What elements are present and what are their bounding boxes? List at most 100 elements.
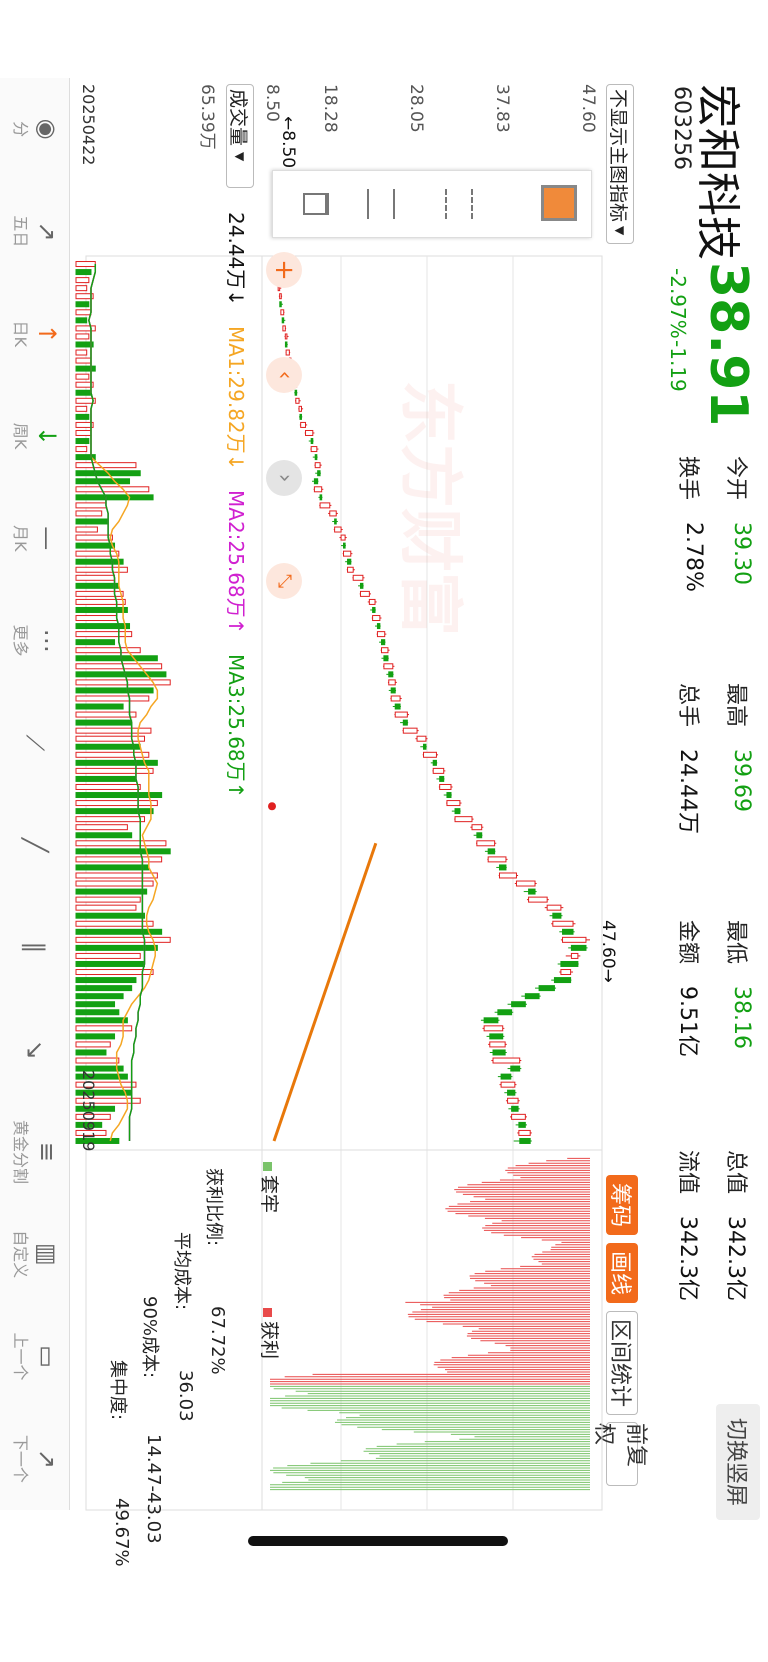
volume-bar [75, 920, 154, 927]
volume-ma2: MA2:25.68万↑ [224, 490, 248, 635]
legend-trapped-label: 套牢 [258, 1175, 280, 1214]
volume-bar [75, 429, 92, 436]
parallel-line-glyph: ∥ [21, 941, 49, 954]
volume-bar [75, 293, 94, 300]
day-k-icon[interactable]: ↑ 日K [2, 283, 68, 385]
month-k-icon[interactable]: — 月K [2, 487, 68, 589]
line-width-icon[interactable] [367, 189, 395, 219]
rectangle-icon[interactable]: ▭ 上一个 [2, 1305, 68, 1407]
candle-body [416, 735, 427, 742]
candle-body [570, 944, 587, 951]
candle-body [388, 671, 394, 678]
candle-body [280, 309, 285, 316]
five-day-glyph: ↗ [33, 221, 61, 242]
volume-bar [75, 526, 98, 533]
candle-body [515, 880, 536, 887]
candle-body [483, 1025, 504, 1032]
volume-bar [75, 1033, 116, 1040]
chip-stat-key: 获利比例: [203, 1168, 224, 1247]
next-icon[interactable]: ↗ 下一个 [2, 1408, 68, 1510]
candle-body [552, 920, 574, 927]
toolbar-label: 自定义 [11, 1230, 30, 1279]
home-indicator [248, 1536, 508, 1546]
candle-body [439, 775, 445, 782]
eye-glyph: ◉ [33, 118, 61, 140]
more-icon[interactable]: ⋯ 更多 [2, 589, 68, 691]
shrink-icon[interactable]: ⤡ [266, 563, 302, 599]
volume-bar [75, 679, 171, 686]
candle-body [334, 526, 342, 533]
chevron-down-icon: ▼ [233, 152, 247, 162]
volume-bar [75, 759, 158, 766]
volume-indicator-dropdown[interactable]: 成交量 ▼ [226, 84, 254, 188]
volume-bar [75, 969, 154, 976]
volume-bar [75, 341, 94, 348]
five-day-icon[interactable]: ↗ 五日 [2, 180, 68, 282]
volume-bar [75, 944, 158, 951]
candle-body [510, 1065, 521, 1072]
legend-profit-swatch [263, 1308, 272, 1317]
volume-bar [75, 277, 90, 284]
color-swatch[interactable] [541, 185, 577, 221]
legend-profit-label: 获利 [258, 1321, 280, 1360]
volume-bar [75, 534, 113, 541]
volume-bar [75, 1121, 103, 1128]
custom-icon[interactable]: ▥ 自定义 [2, 1203, 68, 1305]
chevron-left-icon[interactable]: ‹ [266, 357, 302, 393]
volume-bar [75, 767, 154, 774]
volume-bar [75, 1137, 120, 1144]
drawing-style-palette [272, 170, 592, 238]
arrow-line-icon[interactable]: ↘ [2, 999, 68, 1101]
volume-bar [75, 904, 137, 911]
chip-stat-key: 90%成本: [139, 1296, 160, 1379]
eye-icon[interactable]: ◉ 分 [2, 78, 68, 180]
volume-bar [75, 928, 163, 935]
candle-body [352, 574, 364, 581]
parallel-line-icon[interactable]: ∥ [2, 896, 68, 998]
volume-bar [75, 381, 94, 388]
candle-body [511, 1105, 519, 1112]
golden-ratio-glyph: ≡ [33, 1141, 61, 1163]
candle-body [390, 687, 396, 694]
volume-bar [75, 695, 150, 702]
polyline-icon[interactable]: ⟋ [2, 692, 68, 794]
candle-body [507, 1097, 519, 1104]
week-k-icon[interactable]: ↓ 周K [2, 385, 68, 487]
volume-bar [75, 783, 141, 790]
high-price-value: 47.60 [598, 920, 618, 969]
trend-line [272, 842, 378, 1142]
line-segment-icon[interactable]: ╱ [2, 794, 68, 896]
candle-body [487, 856, 507, 863]
candle-body [562, 928, 574, 935]
candle-body [282, 325, 286, 332]
volume-bar [75, 880, 154, 887]
add-point-icon[interactable]: + [266, 252, 302, 288]
volume-bar [75, 269, 92, 276]
candle-body [343, 542, 346, 549]
candle-body [388, 679, 396, 686]
candle-body [383, 663, 394, 670]
candle-body [511, 1113, 526, 1120]
candle-body [305, 429, 314, 436]
volume-bar [75, 751, 150, 758]
candle-body [402, 719, 408, 726]
toolbar-label: 更多 [11, 624, 30, 657]
legend-profit: 获利 [257, 1308, 284, 1359]
volume-bar [75, 357, 92, 364]
candle-body [317, 470, 321, 477]
candle-body [329, 510, 337, 517]
trend-anchor-dot [268, 802, 276, 811]
candle-body [343, 550, 352, 557]
candles-layer [273, 261, 590, 1144]
rectangle-glyph: ▭ [33, 1345, 61, 1368]
volume-bar [75, 872, 158, 879]
chevron-right-icon[interactable]: › [266, 460, 302, 496]
trash-icon[interactable] [303, 193, 329, 215]
volume-bar [75, 1017, 128, 1024]
golden-ratio-icon[interactable]: ≡ 黄金分割 [2, 1101, 68, 1203]
dashed-line-icon[interactable] [445, 189, 473, 219]
candle-body [334, 518, 337, 525]
candle-body [347, 566, 354, 573]
candle-body [295, 397, 300, 404]
